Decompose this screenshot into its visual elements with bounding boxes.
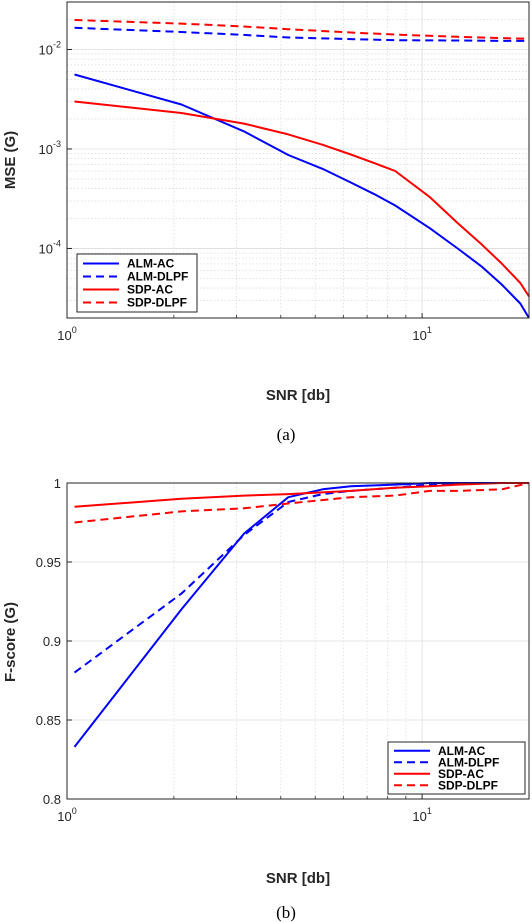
legend-label: SDP-AC	[438, 767, 484, 781]
series-line-sdp-dlpf	[74, 482, 530, 524]
ticks: 100 101 10-4 10-3 10-2	[39, 39, 432, 343]
series-line-alm-ac	[74, 73, 530, 319]
grid	[67, 2, 529, 318]
series-line-sdp-ac	[74, 482, 529, 508]
legend-label: SDP-AC	[127, 283, 173, 297]
y-tick-label: 10-2	[39, 39, 61, 57]
fscore-chart-panel: 100 101 0.8 0.85 0.9 0.95 1 SNR [db] F-score (…	[2, 476, 530, 922]
series-group	[74, 19, 530, 319]
x-tick-label: 101	[412, 325, 431, 343]
panel-caption: (a)	[277, 425, 296, 444]
legend-label: ALM-DLPF	[438, 755, 499, 769]
y-tick-label: 0.95	[36, 555, 61, 570]
series-line-sdp-ac	[74, 100, 530, 297]
legend-label: ALM-AC	[127, 257, 175, 271]
axes-frame	[66, 1, 530, 319]
x-axis-label: SNR [db]	[266, 387, 330, 404]
y-axis-label: F-score (G)	[2, 602, 19, 682]
legend-label: SDP-DLPF	[438, 778, 498, 792]
series-line-sdp-dlpf	[74, 19, 530, 40]
legend-label: ALM-DLPF	[127, 270, 188, 284]
y-tick-label: 0.8	[43, 792, 61, 807]
legend-label: ALM-AC	[438, 744, 486, 758]
x-tick-label: 101	[412, 806, 431, 824]
y-tick-label: 0.85	[36, 713, 61, 728]
x-tick-label: 100	[57, 325, 76, 343]
y-axis-label: MSE (G)	[2, 131, 19, 189]
series-line-alm-dlpf	[74, 26, 529, 42]
mse-chart-panel: 100 101 10-4 10-3 10-2 SNR [db] MSE (G) ALM-…	[2, 1, 530, 444]
y-tick-label: 10-4	[39, 238, 61, 256]
panel-caption: (b)	[276, 903, 296, 922]
y-tick-label: 10-3	[39, 139, 61, 157]
x-axis-label: SNR [db]	[266, 870, 330, 887]
ticks: 100 101 0.8 0.85 0.9 0.95 1	[36, 476, 432, 824]
y-tick-label: 0.9	[43, 634, 61, 649]
x-tick-label: 100	[57, 806, 76, 824]
y-tick-label: 1	[54, 476, 61, 491]
legend-label: SDP-DLPF	[127, 296, 187, 310]
